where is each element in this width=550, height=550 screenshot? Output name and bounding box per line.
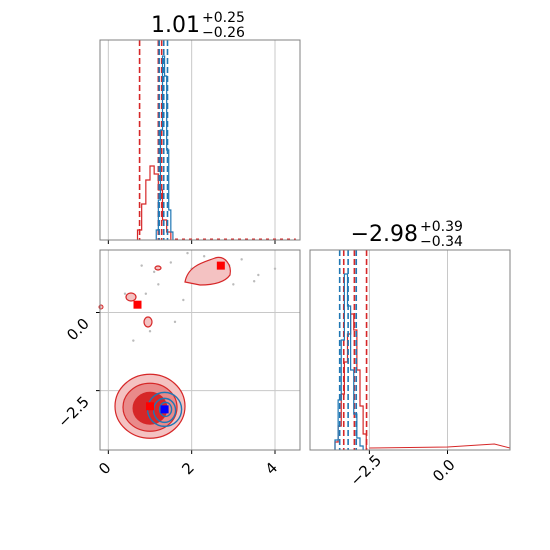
sample-point — [182, 298, 185, 302]
x-tick-label: 0 — [95, 459, 114, 478]
truth-marker — [160, 405, 169, 414]
panel-titles: 1.01 +0.25 −0.26 −2.98 +0.39 −0.34 — [151, 10, 463, 250]
x-tick-label: −2.5 — [347, 451, 385, 489]
sample-point — [202, 255, 206, 258]
panel-top-left — [99, 39, 301, 244]
y-tick-label: −2.5 — [54, 393, 92, 431]
sample-point — [132, 339, 135, 342]
y-tick-label: 0.0 — [63, 315, 93, 345]
sample-point — [173, 320, 177, 324]
title-3-sub: −0.34 — [420, 234, 463, 250]
hist-series-1 — [334, 273, 364, 450]
title-1-main: 1.01 — [151, 13, 200, 38]
sample-point — [157, 283, 160, 286]
sample-point — [140, 264, 143, 267]
hist-series-1 — [155, 55, 174, 240]
sample-point — [252, 280, 256, 283]
axes-frame — [99, 39, 301, 241]
sample-point — [232, 283, 235, 286]
title-1-sub: −0.26 — [202, 25, 245, 41]
title-3-sup: +0.39 — [420, 219, 463, 235]
sample-point — [169, 261, 173, 264]
contour-island — [125, 292, 137, 302]
hist-tail — [369, 443, 511, 449]
sample-point — [123, 292, 127, 295]
contour-island — [154, 265, 162, 271]
x-tick-label: 2 — [178, 459, 197, 478]
truth-marker — [216, 261, 225, 270]
axes-frame — [309, 249, 511, 451]
title-3-main: −2.98 — [351, 222, 418, 247]
truth-marker — [133, 300, 142, 309]
sample-point — [144, 292, 148, 295]
panel-bottom-left: 0 2 4 0.0 −2.5 — [54, 249, 301, 478]
x-tick-label: 4 — [262, 459, 281, 478]
truth-marker — [146, 402, 154, 411]
panel-bottom-right: −2.5 0.0 — [309, 249, 511, 490]
sample-point — [186, 251, 189, 255]
x-tick-label: 0.0 — [429, 456, 459, 486]
contour-blue-2 — [152, 397, 177, 424]
sample-point — [148, 330, 152, 333]
axes-frame — [99, 249, 301, 451]
sample-point — [152, 270, 156, 274]
sample-point — [273, 267, 277, 270]
sample-point — [240, 258, 243, 261]
contour-blue-3 — [158, 401, 173, 418]
hist-series-0 — [136, 165, 172, 240]
contour-island — [143, 316, 153, 328]
title-1-sup: +0.25 — [202, 10, 245, 26]
sample-point — [257, 273, 260, 277]
